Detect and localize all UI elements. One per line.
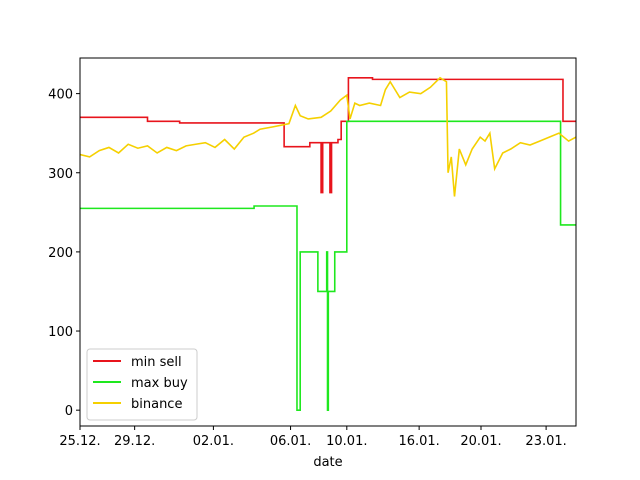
- line: [80, 76, 576, 197]
- legend-label: binance: [131, 397, 182, 412]
- x-tick-label: 02.01.: [193, 434, 234, 449]
- plot-frame: [79, 57, 577, 427]
- x-tick-label: 16.01.: [398, 434, 439, 449]
- legend-label: max buy: [131, 376, 188, 391]
- x-tick-label: 29.12.: [114, 434, 155, 449]
- y-tick-label: 200: [48, 246, 73, 261]
- x-tick-label: 23.01.: [525, 434, 566, 449]
- y-tick-label: 300: [48, 167, 73, 182]
- line: [80, 76, 576, 194]
- x-tick-label: 20.01.: [460, 434, 501, 449]
- line: [80, 120, 576, 411]
- y-tick-label: 0: [65, 404, 73, 419]
- x-tick-label: 25.12.: [59, 434, 100, 449]
- x-axis-label: date: [313, 455, 342, 470]
- x-tick-label: 06.01.: [270, 434, 311, 449]
- y-tick-label: 100: [48, 325, 73, 340]
- legend-label: min sell: [131, 355, 182, 370]
- y-tick-label: 400: [48, 88, 73, 103]
- x-tick-label: 10.01.: [326, 434, 367, 449]
